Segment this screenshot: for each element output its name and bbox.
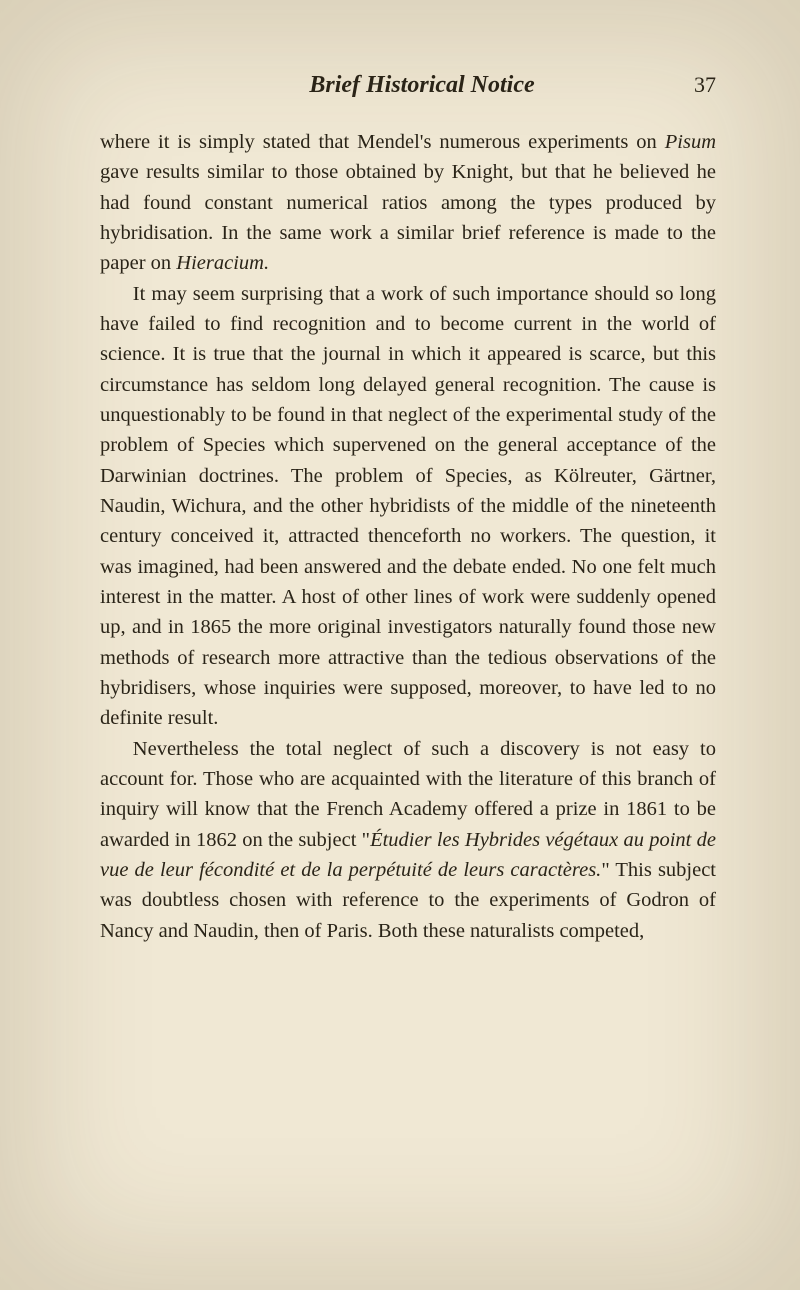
- text-run: It may seem surprising that a work of su…: [100, 283, 716, 730]
- paragraph-3: Nevertheless the total neglect of such a…: [100, 734, 716, 946]
- italic-term: Pisum: [665, 131, 716, 153]
- running-title: Brief Historical Notice: [150, 72, 694, 99]
- italic-term: Hieracium.: [176, 252, 269, 274]
- paragraph-1: where it is simply stated that Mendel's …: [100, 127, 716, 279]
- text-run: where it is simply stated that Mendel's …: [100, 131, 665, 153]
- paragraph-2: It may seem surprising that a work of su…: [100, 279, 716, 734]
- body-text: where it is simply stated that Mendel's …: [100, 127, 716, 946]
- page-header: Brief Historical Notice 37: [100, 72, 716, 99]
- document-page: Brief Historical Notice 37 where it is s…: [0, 0, 800, 1018]
- page-number: 37: [694, 72, 716, 98]
